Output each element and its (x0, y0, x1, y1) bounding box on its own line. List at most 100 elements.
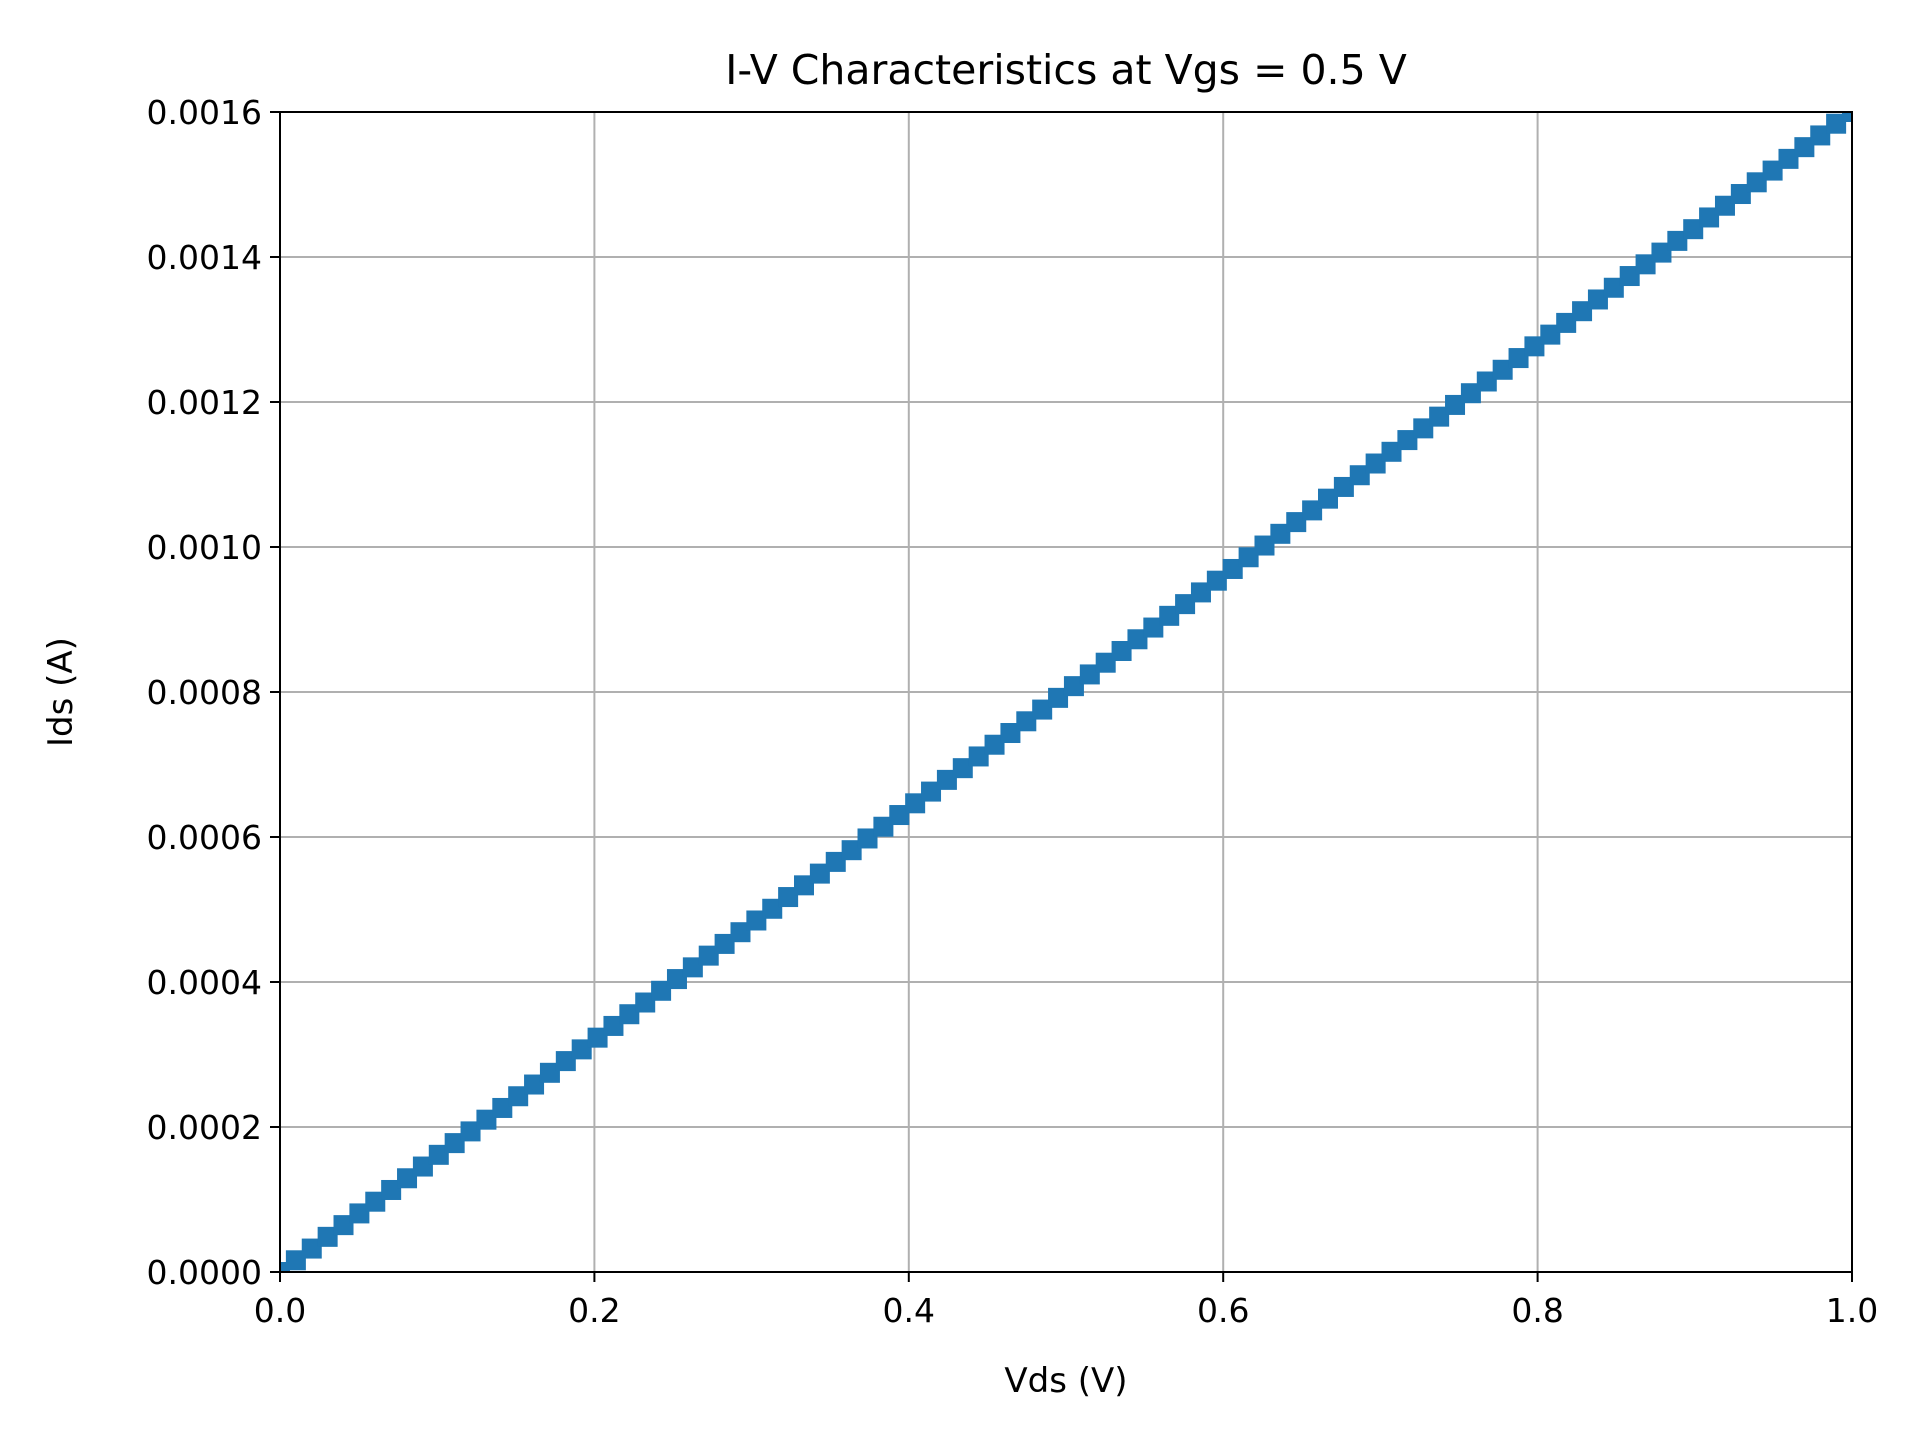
data-point (984, 734, 1005, 755)
data-point (476, 1109, 497, 1130)
data-point (571, 1039, 592, 1060)
data-point (921, 781, 942, 802)
data-point (1826, 113, 1847, 134)
x-tick-label: 0.0 (254, 1291, 306, 1330)
data-point (1810, 125, 1831, 146)
data-point (778, 887, 799, 908)
data-point (762, 898, 783, 919)
data-point (794, 875, 814, 896)
data-point (397, 1168, 418, 1189)
data-point (1508, 348, 1529, 369)
data-point (1476, 371, 1497, 392)
data-point (1381, 441, 1402, 462)
data-point (1842, 112, 1852, 122)
data-point (365, 1191, 386, 1212)
data-point (428, 1144, 449, 1165)
data-point (1778, 148, 1799, 169)
y-tick-label: 0.0002 (147, 1108, 262, 1147)
data-point (508, 1086, 529, 1107)
data-point (1603, 277, 1624, 298)
data-point (1540, 324, 1561, 345)
data-point (1460, 383, 1481, 404)
data-point (1079, 664, 1100, 685)
y-tick-label: 0.0008 (147, 673, 262, 712)
data-point (1730, 184, 1751, 205)
data-point (412, 1156, 433, 1177)
data-point (1619, 266, 1640, 287)
data-point (1762, 160, 1783, 181)
y-tick-label: 0.0016 (147, 93, 262, 132)
data-point (889, 805, 910, 826)
data-point (1413, 418, 1434, 439)
x-tick-label: 1.0 (1826, 1291, 1878, 1330)
data-point (1048, 687, 1069, 708)
data-point (1190, 582, 1211, 603)
data-point (666, 969, 687, 990)
data-point (730, 922, 751, 943)
data-series (280, 112, 1852, 1272)
data-point (1238, 547, 1259, 568)
data-point (1111, 640, 1132, 661)
data-point (682, 957, 703, 978)
data-point (444, 1133, 465, 1154)
data-point (873, 816, 894, 837)
data-point (1222, 558, 1243, 579)
chart-title: I-V Characteristics at Vgs = 0.5 V (725, 46, 1407, 94)
data-point (1349, 465, 1370, 486)
data-point (539, 1062, 560, 1083)
data-point (1699, 207, 1720, 228)
data-point (1572, 301, 1593, 322)
x-tick-label: 0.8 (1511, 1291, 1563, 1330)
data-point (905, 793, 926, 814)
data-point (1556, 312, 1577, 333)
data-point (301, 1238, 322, 1259)
data-point (1286, 512, 1307, 533)
y-tick-label: 0.0012 (147, 383, 262, 422)
data-point (1318, 488, 1338, 509)
data-point (746, 910, 767, 931)
data-point (698, 945, 719, 966)
data-point (1016, 711, 1037, 732)
data-point (1302, 500, 1323, 521)
data-point (1206, 570, 1227, 591)
data-point (1429, 406, 1450, 427)
data-point (1175, 594, 1196, 615)
data-point (1445, 394, 1466, 415)
data-point (1143, 617, 1164, 638)
data-point (1333, 476, 1354, 497)
data-point (349, 1203, 370, 1224)
data-point (857, 828, 878, 849)
y-tick-label: 0.0006 (147, 818, 262, 857)
data-point (1524, 336, 1545, 357)
data-point (492, 1097, 513, 1118)
data-point (809, 863, 830, 884)
data-point (651, 980, 672, 1001)
data-point (1365, 453, 1386, 474)
data-point (1095, 652, 1116, 673)
y-tick-label: 0.0004 (147, 963, 262, 1002)
data-point (1683, 219, 1704, 240)
data-point (1159, 605, 1180, 626)
data-point (1794, 137, 1815, 158)
data-point (1651, 242, 1672, 263)
data-point (1635, 254, 1656, 275)
data-point (603, 1015, 624, 1036)
y-axis-label: Ids (A) (41, 637, 81, 747)
data-point (825, 851, 846, 872)
data-point (619, 1004, 640, 1025)
data-point (587, 1027, 608, 1048)
data-point (1746, 172, 1767, 193)
data-point (1397, 430, 1418, 451)
data-point (555, 1051, 576, 1072)
data-point (1492, 359, 1513, 380)
data-point (936, 769, 957, 790)
y-tick-label: 0.0014 (147, 238, 262, 277)
data-point (381, 1179, 402, 1200)
data-point (285, 1250, 306, 1271)
axis-ticks: 0.0 0.2 0.4 0.6 0.8 1.0 0.0000 0.0002 0.0004 0.00… (147, 93, 1879, 1330)
data-point (841, 840, 862, 861)
data-point (460, 1121, 481, 1142)
data-point (524, 1074, 545, 1095)
